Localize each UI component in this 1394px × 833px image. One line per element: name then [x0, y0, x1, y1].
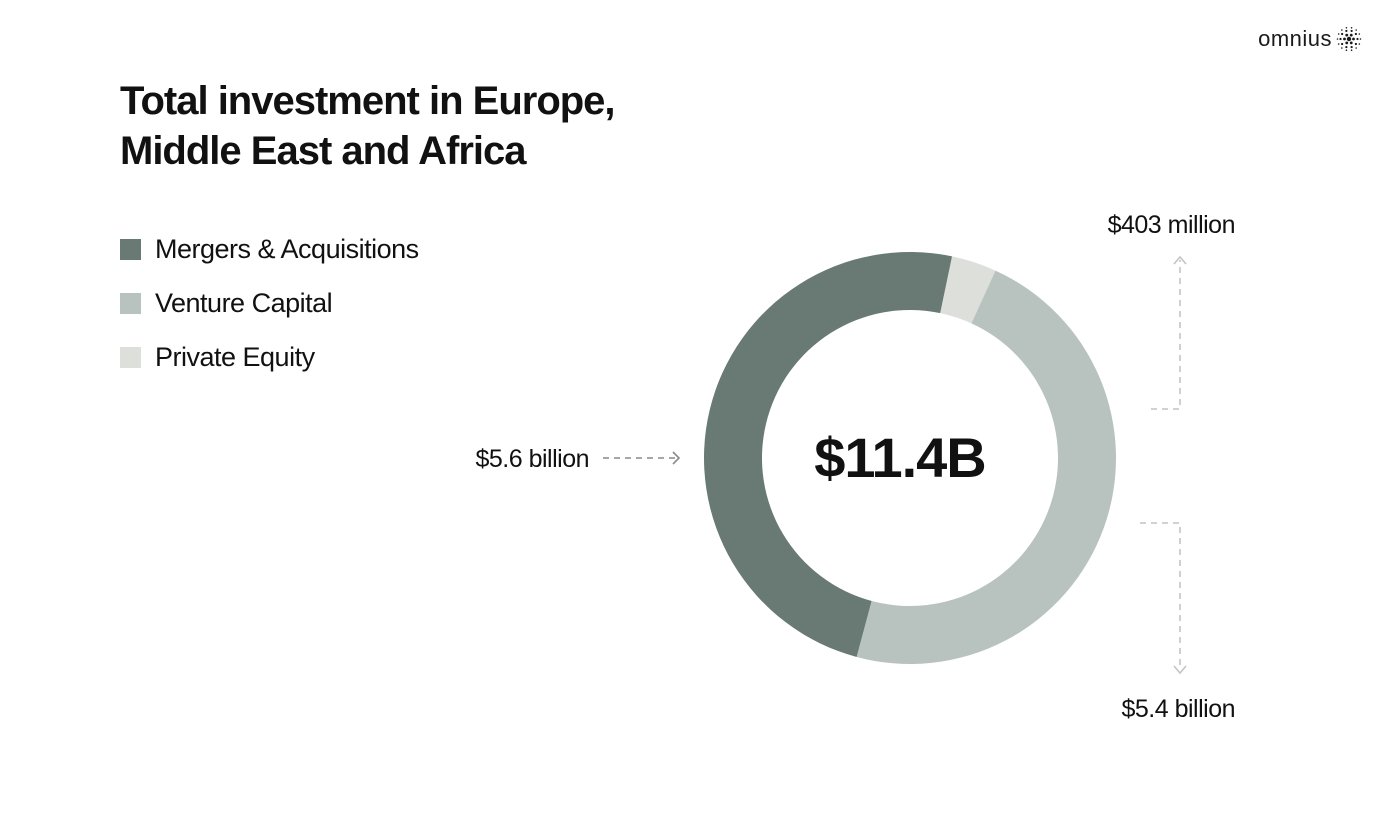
logo-dot — [1358, 43, 1361, 45]
page-title: Total investment in Europe, Middle East … — [120, 76, 680, 176]
legend-swatch-venture — [120, 292, 141, 314]
logo-dot — [1349, 33, 1353, 37]
data-label-private-equity: $403 million — [1108, 211, 1235, 239]
title-line-1: Total investment in Europe, — [120, 79, 616, 123]
logo-dot — [1350, 49, 1353, 52]
logo-dot — [1350, 45, 1353, 49]
logo-dot — [1350, 29, 1353, 33]
logo-dot — [1359, 38, 1362, 40]
legend-label-private-equity: Private Equity — [155, 341, 315, 372]
donut-slice-mergers — [703, 251, 953, 657]
logo-dot — [1343, 37, 1346, 41]
logo-dot — [1346, 36, 1352, 42]
logo-dot — [1345, 29, 1348, 33]
brand-name: omnius — [1258, 26, 1332, 51]
legend-item-mergers: Mergers & Acquisitions — [120, 222, 419, 276]
logo-dot — [1345, 26, 1348, 29]
leader-arrow-venture — [1140, 522, 1187, 675]
legend-item-private-equity: Private Equity — [120, 330, 419, 384]
logo-dot — [1356, 37, 1359, 41]
logo-dot — [1352, 37, 1355, 41]
legend-label-venture: Venture Capital — [155, 287, 333, 318]
logo-dot — [1349, 41, 1353, 45]
donut-slice-venture — [856, 270, 1117, 665]
logo-dot — [1345, 41, 1349, 45]
logo-dot — [1345, 33, 1349, 37]
legend-swatch-private-equity — [120, 346, 141, 368]
logo-dot — [1354, 32, 1357, 36]
center-total-label: $11.4B — [814, 426, 986, 489]
donut-slice-private-equity — [940, 256, 996, 324]
logo-dot — [1341, 42, 1344, 46]
logo-dot — [1354, 42, 1357, 46]
logo-dot — [1336, 38, 1339, 40]
legend-swatch-mergers — [120, 238, 141, 260]
dot-burst-icon — [1336, 26, 1362, 52]
logo-dot — [1341, 47, 1343, 49]
logo-dot — [1345, 49, 1348, 52]
title-line-2: Middle East and Africa — [120, 129, 526, 173]
leader-arrow-mergers — [603, 451, 681, 465]
logo-dot — [1341, 29, 1343, 31]
logo-dot — [1355, 47, 1357, 49]
logo-dot — [1350, 26, 1353, 29]
logo-dot — [1337, 33, 1340, 35]
legend-label-mergers: Mergers & Acquisitions — [155, 233, 419, 264]
logo-dot — [1355, 29, 1357, 31]
data-label-venture: $5.4 billion — [1121, 695, 1235, 723]
logo-dot — [1337, 43, 1340, 45]
data-label-mergers: $5.6 billion — [475, 445, 589, 473]
chart-legend: Mergers & Acquisitions Venture Capital P… — [120, 222, 419, 384]
logo-dot — [1339, 37, 1342, 41]
logo-dot — [1341, 32, 1344, 36]
legend-item-venture: Venture Capital — [120, 276, 419, 330]
logo-dot — [1358, 33, 1361, 35]
logo-dot — [1345, 45, 1348, 49]
brand-logo: omnius — [1258, 26, 1362, 52]
leader-arrow-private-equity — [1151, 255, 1187, 410]
